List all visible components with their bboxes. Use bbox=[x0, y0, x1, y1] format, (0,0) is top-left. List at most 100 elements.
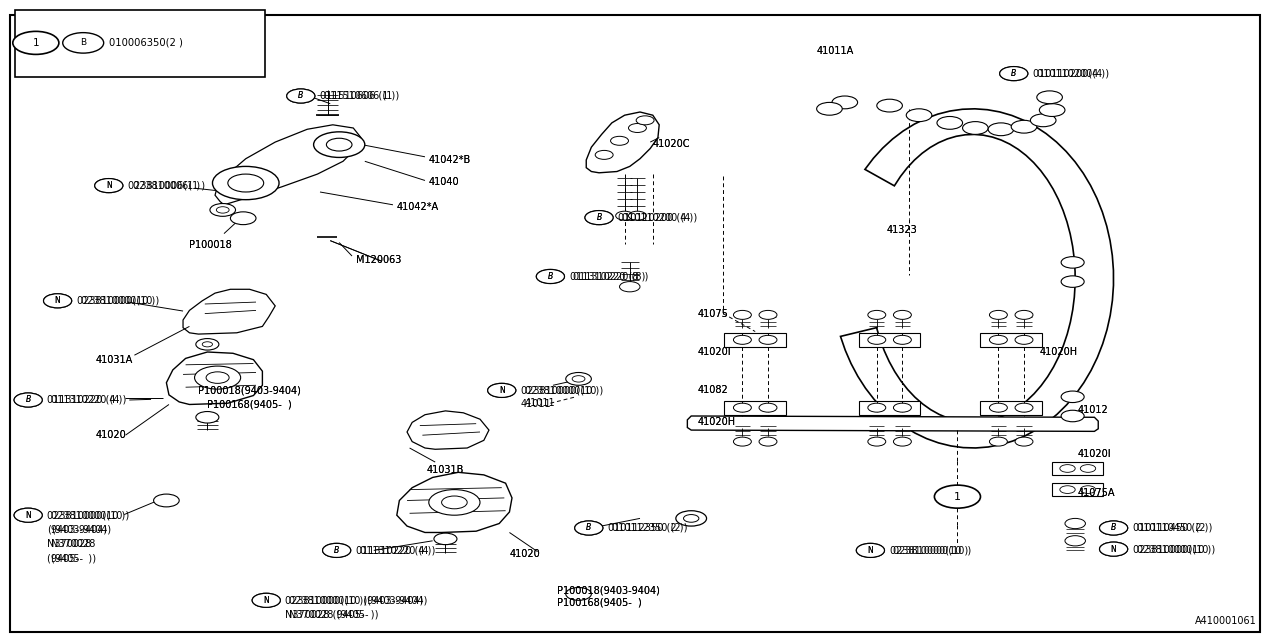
Circle shape bbox=[1030, 114, 1056, 127]
Bar bbox=[1052, 483, 1103, 496]
Text: 41323: 41323 bbox=[887, 225, 918, 236]
Text: 023810000(10 )(9403-9404): 023810000(10 )(9403-9404) bbox=[289, 595, 428, 605]
Text: 023810000(10 ): 023810000(10 ) bbox=[47, 510, 125, 520]
Polygon shape bbox=[215, 125, 361, 205]
Text: 41082: 41082 bbox=[698, 385, 728, 396]
Circle shape bbox=[13, 31, 59, 54]
Circle shape bbox=[684, 515, 699, 522]
Text: 010112350 (2 ): 010112350 (2 ) bbox=[608, 523, 684, 533]
Circle shape bbox=[733, 437, 751, 446]
Text: 41082: 41082 bbox=[698, 385, 728, 396]
Circle shape bbox=[536, 269, 564, 284]
Circle shape bbox=[323, 543, 351, 557]
Circle shape bbox=[963, 122, 988, 134]
Circle shape bbox=[1011, 120, 1037, 133]
Text: 011310220 (4 ): 011310220 (4 ) bbox=[360, 545, 435, 556]
Circle shape bbox=[937, 116, 963, 129]
Text: P100018: P100018 bbox=[189, 240, 232, 250]
Text: 011310220 (4 ): 011310220 (4 ) bbox=[47, 395, 123, 405]
Text: 41011A: 41011A bbox=[817, 46, 854, 56]
Circle shape bbox=[536, 269, 564, 284]
Text: 010110200(4 ): 010110200(4 ) bbox=[1037, 68, 1108, 79]
Text: 41075: 41075 bbox=[698, 308, 728, 319]
Text: B: B bbox=[596, 213, 602, 222]
Circle shape bbox=[252, 593, 280, 607]
Circle shape bbox=[488, 383, 516, 397]
Circle shape bbox=[572, 376, 585, 382]
Circle shape bbox=[44, 294, 72, 308]
Text: B: B bbox=[586, 524, 591, 532]
Text: 011510606 (1 ): 011510606 (1 ) bbox=[324, 91, 399, 101]
Bar bbox=[859, 401, 920, 415]
Text: B: B bbox=[334, 546, 339, 555]
Text: P100168(9405-  ): P100168(9405- ) bbox=[207, 399, 292, 410]
Text: B: B bbox=[334, 546, 339, 555]
Circle shape bbox=[868, 310, 886, 319]
Text: 41323: 41323 bbox=[887, 225, 918, 236]
Polygon shape bbox=[841, 109, 1114, 448]
Text: 010006350(2 ): 010006350(2 ) bbox=[109, 38, 183, 48]
Text: 41020H: 41020H bbox=[1039, 347, 1078, 357]
Text: 1: 1 bbox=[954, 492, 961, 502]
Circle shape bbox=[1100, 521, 1128, 535]
Bar bbox=[1052, 462, 1103, 475]
Text: 41031A: 41031A bbox=[96, 355, 133, 365]
Text: 010112350 (2 ): 010112350 (2 ) bbox=[612, 523, 687, 533]
Circle shape bbox=[1065, 536, 1085, 546]
Text: 41020I: 41020I bbox=[698, 347, 731, 357]
Text: B: B bbox=[26, 396, 31, 404]
Circle shape bbox=[585, 211, 613, 225]
Circle shape bbox=[206, 372, 229, 383]
Circle shape bbox=[434, 533, 457, 545]
Text: 023810000(10 ): 023810000(10 ) bbox=[521, 385, 599, 396]
Text: B: B bbox=[596, 213, 602, 222]
Circle shape bbox=[442, 496, 467, 509]
Text: N370028: N370028 bbox=[51, 539, 96, 549]
Text: P100018(9403-9404): P100018(9403-9404) bbox=[557, 585, 659, 595]
Circle shape bbox=[314, 132, 365, 157]
Text: P100018: P100018 bbox=[189, 240, 232, 250]
Circle shape bbox=[1065, 518, 1085, 529]
Text: 41031A: 41031A bbox=[96, 355, 133, 365]
Text: 41012: 41012 bbox=[1078, 404, 1108, 415]
Text: 41020: 41020 bbox=[509, 548, 540, 559]
Text: 41012: 41012 bbox=[1078, 404, 1108, 415]
Circle shape bbox=[893, 437, 911, 446]
Bar bbox=[724, 333, 786, 347]
Text: P100018(9403-9404): P100018(9403-9404) bbox=[557, 585, 659, 595]
Text: 41042*B: 41042*B bbox=[429, 155, 471, 165]
Text: P100168(9405-  ): P100168(9405- ) bbox=[557, 598, 641, 608]
Circle shape bbox=[817, 102, 842, 115]
Text: B: B bbox=[298, 92, 303, 100]
Text: 41042*A: 41042*A bbox=[397, 202, 439, 212]
Circle shape bbox=[759, 403, 777, 412]
Text: 023810000(10 ): 023810000(10 ) bbox=[51, 510, 129, 520]
Text: N: N bbox=[1111, 545, 1116, 554]
Text: 023810006(1 ): 023810006(1 ) bbox=[128, 180, 200, 191]
Circle shape bbox=[44, 294, 72, 308]
Text: N: N bbox=[26, 511, 31, 520]
Text: 41020H: 41020H bbox=[698, 417, 736, 428]
Circle shape bbox=[893, 310, 911, 319]
Circle shape bbox=[210, 204, 236, 216]
Circle shape bbox=[1000, 67, 1028, 81]
Circle shape bbox=[893, 335, 911, 344]
Circle shape bbox=[759, 335, 777, 344]
Text: N: N bbox=[499, 386, 504, 395]
Circle shape bbox=[620, 282, 640, 292]
Circle shape bbox=[868, 437, 886, 446]
Text: 023810006(1 ): 023810006(1 ) bbox=[133, 180, 205, 191]
Bar bbox=[724, 401, 786, 415]
Circle shape bbox=[14, 393, 42, 407]
Circle shape bbox=[1037, 91, 1062, 104]
Circle shape bbox=[154, 494, 179, 507]
Circle shape bbox=[63, 33, 104, 53]
Circle shape bbox=[1061, 391, 1084, 403]
Text: 41040: 41040 bbox=[429, 177, 460, 188]
Circle shape bbox=[1080, 465, 1096, 472]
Text: N: N bbox=[868, 546, 873, 555]
Circle shape bbox=[1060, 486, 1075, 493]
Circle shape bbox=[14, 508, 42, 522]
Circle shape bbox=[1061, 410, 1084, 422]
Text: 41011A: 41011A bbox=[817, 46, 854, 56]
